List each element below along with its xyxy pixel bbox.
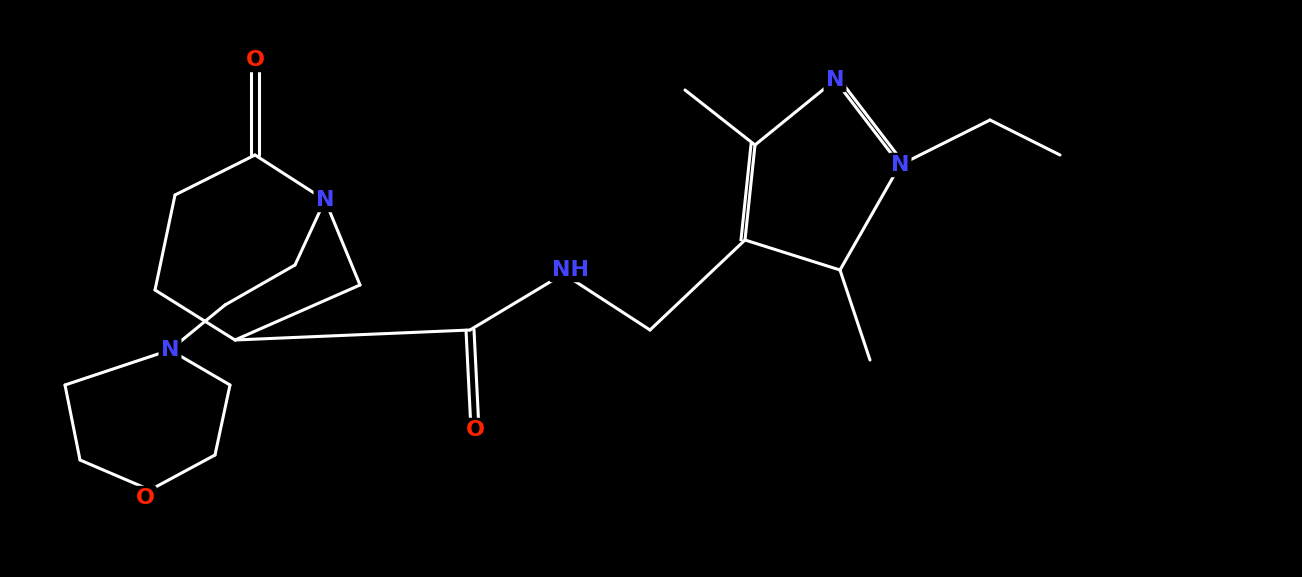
Text: N: N (316, 190, 335, 210)
Text: N: N (825, 70, 844, 90)
Text: O: O (466, 420, 484, 440)
Text: NH: NH (552, 260, 589, 280)
Text: N: N (891, 155, 909, 175)
Text: O: O (135, 488, 155, 508)
Text: N: N (160, 340, 180, 360)
Text: O: O (246, 50, 264, 70)
